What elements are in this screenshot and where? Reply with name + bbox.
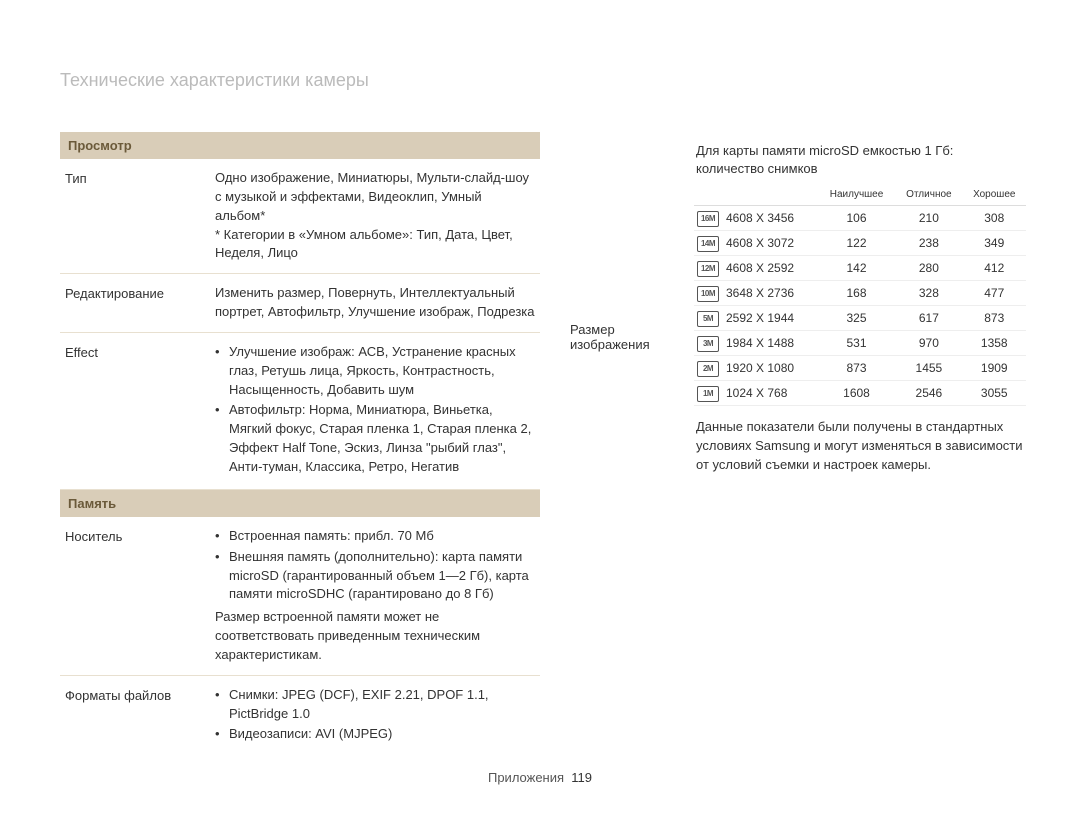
spec-row-formats: Форматы файлов Снимки: JPEG (DCF), EXIF … — [60, 676, 540, 757]
capacity-row: 16M4608 X 3456106210308 — [694, 206, 1026, 231]
size-icon-cell: 3M — [694, 331, 722, 356]
size-icon: 5M — [697, 311, 719, 327]
image-size-content: Для карты памяти microSD емкостью 1 Гб: … — [694, 132, 1026, 475]
media-bullet-1: Встроенная память: прибл. 70 Мб — [215, 527, 535, 546]
fine-cell: 970 — [895, 331, 962, 356]
spec-label-formats: Форматы файлов — [65, 686, 215, 747]
good-cell: 3055 — [963, 381, 1026, 406]
size-icon-cell: 2M — [694, 356, 722, 381]
spec-value-type: Одно изображение, Миниатюры, Мульти-слай… — [215, 169, 535, 263]
capacity-row: 1M1024 X 768160825463055 — [694, 381, 1026, 406]
capacity-row: 5M2592 X 1944325617873 — [694, 306, 1026, 331]
formats-bullet-2: Видеозаписи: AVI (MJPEG) — [215, 725, 535, 744]
resolution-cell: 3648 X 2736 — [722, 281, 818, 306]
best-cell: 142 — [818, 256, 896, 281]
left-column: Просмотр Тип Одно изображение, Миниатюры… — [60, 132, 540, 756]
best-cell: 531 — [818, 331, 896, 356]
size-icon-cell: 1M — [694, 381, 722, 406]
formats-bullet-1: Снимки: JPEG (DCF), EXIF 2.21, DPOF 1.1,… — [215, 686, 535, 724]
resolution-cell: 4608 X 3072 — [722, 231, 818, 256]
spec-row-media: Носитель Встроенная память: прибл. 70 Мб… — [60, 517, 540, 676]
capacity-th-fine: Отличное — [895, 184, 962, 206]
section-header-view: Просмотр — [60, 132, 540, 159]
size-icon: 1M — [697, 386, 719, 402]
fine-cell: 280 — [895, 256, 962, 281]
spec-row-type: Тип Одно изображение, Миниатюры, Мульти-… — [60, 159, 540, 274]
capacity-row: 2M1920 X 108087314551909 — [694, 356, 1026, 381]
effect-bullet-1: Улучшение изображ: АСВ, Устранение красн… — [215, 343, 535, 400]
size-icon: 3M — [697, 336, 719, 352]
spec-row-image-size: Размер изображения Для карты памяти micr… — [568, 132, 1026, 475]
good-cell: 873 — [963, 306, 1026, 331]
resolution-cell: 4608 X 3456 — [722, 206, 818, 231]
capacity-row: 14M4608 X 3072122238349 — [694, 231, 1026, 256]
spec-label-effect: Effect — [65, 343, 215, 479]
resolution-cell: 1024 X 768 — [722, 381, 818, 406]
spec-label-media: Носитель — [65, 527, 215, 665]
best-cell: 325 — [818, 306, 896, 331]
capacity-th-blank1 — [694, 184, 722, 206]
page-footer: Приложения 119 — [0, 770, 1080, 785]
right-column: Размер изображения Для карты памяти micr… — [568, 132, 1026, 475]
size-icon-cell: 12M — [694, 256, 722, 281]
resolution-cell: 1920 X 1080 — [722, 356, 818, 381]
fine-cell: 238 — [895, 231, 962, 256]
size-icon-cell: 5M — [694, 306, 722, 331]
good-cell: 308 — [963, 206, 1026, 231]
size-icon: 12M — [697, 261, 719, 277]
best-cell: 873 — [818, 356, 896, 381]
footer-label: Приложения — [488, 770, 564, 785]
resolution-cell: 2592 X 1944 — [722, 306, 818, 331]
best-cell: 122 — [818, 231, 896, 256]
good-cell: 1358 — [963, 331, 1026, 356]
media-bullet-2: Внешняя память (дополнительно): карта па… — [215, 548, 535, 605]
capacity-row: 10M3648 X 2736168328477 — [694, 281, 1026, 306]
spec-row-effect: Effect Улучшение изображ: АСВ, Устранени… — [60, 333, 540, 490]
capacity-th-best: Наилучшее — [818, 184, 896, 206]
footer-page-number: 119 — [571, 770, 592, 785]
size-icon: 10M — [697, 286, 719, 302]
good-cell: 349 — [963, 231, 1026, 256]
capacity-intro: Для карты памяти microSD емкостью 1 Гб: … — [694, 132, 1026, 184]
spec-value-edit: Изменить размер, Повернуть, Интеллектуал… — [215, 284, 535, 322]
spec-label-image-size: Размер изображения — [568, 132, 694, 475]
resolution-cell: 1984 X 1488 — [722, 331, 818, 356]
capacity-note: Данные показатели были получены в станда… — [694, 406, 1026, 475]
good-cell: 1909 — [963, 356, 1026, 381]
fine-cell: 2546 — [895, 381, 962, 406]
capacity-row: 3M1984 X 14885319701358 — [694, 331, 1026, 356]
capacity-th-good: Хорошее — [963, 184, 1026, 206]
best-cell: 106 — [818, 206, 896, 231]
resolution-cell: 4608 X 2592 — [722, 256, 818, 281]
media-note: Размер встроенной памяти может не соотве… — [215, 608, 535, 665]
section-header-memory: Память — [60, 490, 540, 517]
fine-cell: 210 — [895, 206, 962, 231]
spec-value-formats: Снимки: JPEG (DCF), EXIF 2.21, DPOF 1.1,… — [215, 686, 535, 747]
spec-label-edit: Редактирование — [65, 284, 215, 322]
capacity-th-blank2 — [722, 184, 818, 206]
spec-label-type: Тип — [65, 169, 215, 263]
capacity-table: Наилучшее Отличное Хорошее 16M4608 X 345… — [694, 184, 1026, 406]
size-icon-cell: 16M — [694, 206, 722, 231]
size-icon-cell: 14M — [694, 231, 722, 256]
size-icon: 16M — [697, 211, 719, 227]
best-cell: 168 — [818, 281, 896, 306]
best-cell: 1608 — [818, 381, 896, 406]
spec-value-effect: Улучшение изображ: АСВ, Устранение красн… — [215, 343, 535, 479]
spec-row-edit: Редактирование Изменить размер, Повернут… — [60, 274, 540, 333]
good-cell: 412 — [963, 256, 1026, 281]
size-icon-cell: 10M — [694, 281, 722, 306]
good-cell: 477 — [963, 281, 1026, 306]
effect-bullet-2: Автофильтр: Норма, Миниатюра, Виньетка, … — [215, 401, 535, 476]
fine-cell: 1455 — [895, 356, 962, 381]
size-icon: 2M — [697, 361, 719, 377]
spec-value-media: Встроенная память: прибл. 70 Мб Внешняя … — [215, 527, 535, 665]
fine-cell: 617 — [895, 306, 962, 331]
page-title: Технические характеристики камеры — [60, 70, 369, 91]
capacity-row: 12M4608 X 2592142280412 — [694, 256, 1026, 281]
size-icon: 14M — [697, 236, 719, 252]
fine-cell: 328 — [895, 281, 962, 306]
